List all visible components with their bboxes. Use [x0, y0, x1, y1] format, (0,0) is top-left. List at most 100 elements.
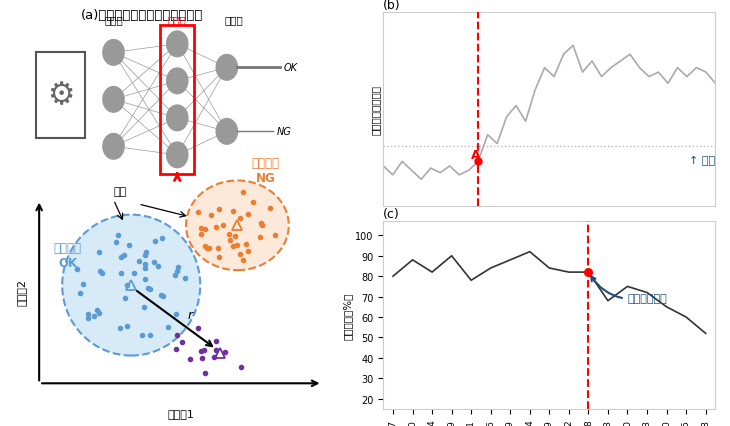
- Text: (a)自動モニタリング技術の概要: (a)自動モニタリング技術の概要: [80, 9, 203, 21]
- Text: ⚙: ⚙: [47, 81, 74, 110]
- Point: [123, 242, 135, 249]
- Point: [120, 323, 132, 330]
- Point: [213, 254, 225, 261]
- Point: [218, 222, 229, 229]
- Text: 学習画像
OK: 学習画像 OK: [53, 242, 82, 270]
- Point: [199, 243, 211, 250]
- Point: [206, 213, 218, 219]
- Point: [240, 241, 252, 248]
- Point: [170, 345, 182, 352]
- Point: [128, 270, 140, 277]
- Point: [149, 259, 161, 266]
- Point: [195, 225, 207, 232]
- Point: [139, 249, 151, 256]
- Point: [180, 275, 191, 282]
- Point: [82, 311, 94, 317]
- Circle shape: [166, 143, 188, 168]
- Point: [88, 313, 99, 320]
- Point: [74, 290, 86, 297]
- Circle shape: [103, 87, 124, 113]
- Point: [155, 292, 167, 299]
- Text: OK: OK: [283, 63, 297, 73]
- Point: [95, 268, 107, 274]
- Point: [219, 349, 231, 356]
- Point: [139, 265, 150, 272]
- Point: [234, 215, 246, 222]
- Point: [255, 234, 266, 241]
- Point: [227, 243, 239, 250]
- Bar: [161, 26, 194, 175]
- Point: [234, 251, 245, 258]
- Point: [118, 253, 129, 259]
- Point: [210, 347, 222, 354]
- Point: [96, 270, 108, 277]
- Point: [224, 237, 236, 244]
- Text: 特徴量1: 特徴量1: [167, 408, 194, 418]
- Point: [227, 208, 239, 215]
- Point: [210, 224, 222, 231]
- Circle shape: [216, 55, 237, 81]
- Point: [204, 245, 215, 252]
- Point: [256, 222, 268, 229]
- Point: [228, 233, 240, 240]
- Circle shape: [166, 69, 188, 95]
- Point: [210, 338, 222, 345]
- Point: [170, 311, 182, 318]
- Point: [138, 304, 150, 311]
- Point: [145, 332, 156, 339]
- Point: [247, 199, 258, 205]
- Point: [172, 264, 184, 271]
- Point: [72, 266, 83, 273]
- Point: [93, 309, 105, 316]
- Y-axis label: 検査精度（%）: 検査精度（%）: [342, 292, 353, 339]
- Point: [137, 331, 148, 338]
- Point: [162, 324, 174, 331]
- Point: [145, 286, 156, 293]
- Point: [77, 280, 89, 287]
- Text: 検査精度低下: 検査精度低下: [591, 277, 667, 303]
- Point: [177, 339, 188, 345]
- Circle shape: [103, 134, 124, 160]
- Point: [242, 211, 253, 218]
- Point: [237, 257, 249, 264]
- Point: [139, 262, 150, 268]
- Ellipse shape: [62, 215, 200, 356]
- Point: [192, 325, 204, 331]
- Text: r: r: [187, 309, 192, 322]
- Point: [134, 258, 145, 265]
- Point: [208, 354, 220, 360]
- Text: 閾値: 閾値: [114, 187, 127, 197]
- Text: (b): (b): [383, 0, 401, 12]
- Point: [169, 272, 181, 279]
- Point: [201, 245, 213, 252]
- Point: [242, 248, 254, 254]
- Point: [171, 332, 182, 339]
- Point: [213, 206, 225, 213]
- Point: [199, 370, 210, 377]
- Ellipse shape: [186, 181, 289, 271]
- Point: [198, 347, 210, 354]
- Text: 特徴量2: 特徴量2: [17, 278, 26, 305]
- Point: [269, 232, 280, 239]
- Text: NG: NG: [277, 127, 291, 137]
- Bar: [36, 53, 85, 138]
- Point: [139, 252, 150, 259]
- Text: 中間層: 中間層: [168, 16, 187, 26]
- Point: [231, 242, 243, 249]
- Point: [91, 307, 103, 314]
- Text: A: A: [471, 149, 480, 162]
- Point: [93, 249, 104, 256]
- Text: 学習画像
NG: 学習画像 NG: [252, 156, 280, 184]
- Point: [121, 282, 133, 289]
- Point: [193, 209, 204, 216]
- Point: [156, 235, 168, 242]
- Point: [171, 268, 182, 275]
- Point: [196, 354, 207, 361]
- Point: [212, 245, 224, 252]
- Point: [139, 276, 151, 282]
- Point: [82, 314, 94, 321]
- Point: [110, 239, 122, 246]
- Point: [149, 238, 161, 245]
- Point: [195, 347, 207, 354]
- Point: [152, 263, 164, 270]
